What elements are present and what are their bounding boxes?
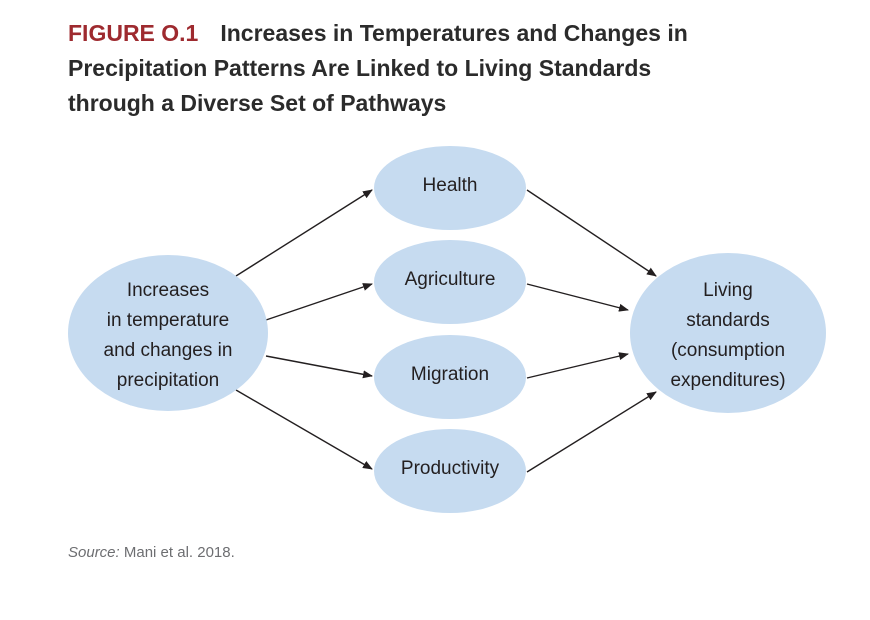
target-node-line-1: Living (703, 280, 753, 301)
source-node-line-2: in temperature (107, 310, 230, 331)
figure-title: FIGURE O.1 Increases in Temperatures and … (68, 16, 808, 121)
pathway-node-productivity: Productivity (374, 429, 526, 513)
arrow-source-to-productivity (235, 389, 373, 470)
pathway-node-migration: Migration (374, 335, 526, 419)
arrow-productivity-to-target (526, 391, 657, 473)
source-node-line-1: Increases (127, 280, 209, 301)
source-node: Increases in temperature and changes in … (68, 255, 268, 411)
arrow-source-to-migration (265, 355, 373, 379)
pathway-node-agriculture: Agriculture (374, 240, 526, 324)
source-label: Source: (68, 544, 120, 561)
arrow-agriculture-to-target (526, 283, 629, 312)
arrow-source-to-health (235, 189, 373, 277)
title-line-3: through a Diverse Set of Pathways (68, 90, 447, 116)
target-node: Living standards (consumption expenditur… (630, 253, 826, 413)
figure-label: FIGURE O.1 (68, 20, 199, 46)
pathway-label-productivity: Productivity (401, 458, 500, 479)
pathway-label-agriculture: Agriculture (405, 269, 496, 290)
title-text-1: Increases in Temperatures and Changes in (220, 20, 688, 46)
source-node-line-3: and changes in (104, 340, 233, 361)
pathway-node-health: Health (374, 146, 526, 230)
arrow-health-to-target (526, 189, 657, 277)
title-line-2: Precipitation Patterns Are Linked to Liv… (68, 55, 652, 81)
target-node-line-3: (consumption (671, 340, 785, 361)
source-note: Source: Mani et al. 2018. (68, 544, 235, 561)
source-text: Mani et al. 2018. (123, 544, 235, 561)
target-node-line-2: standards (686, 310, 769, 331)
arrow-migration-to-target (526, 352, 629, 379)
target-node-line-4: expenditures) (670, 370, 785, 391)
source-node-line-4: precipitation (117, 370, 219, 391)
arrow-source-to-agriculture (265, 283, 373, 321)
pathway-label-migration: Migration (411, 364, 489, 385)
pathway-label-health: Health (423, 175, 478, 196)
title-line-1: FIGURE O.1 Increases in Temperatures and … (68, 16, 808, 51)
